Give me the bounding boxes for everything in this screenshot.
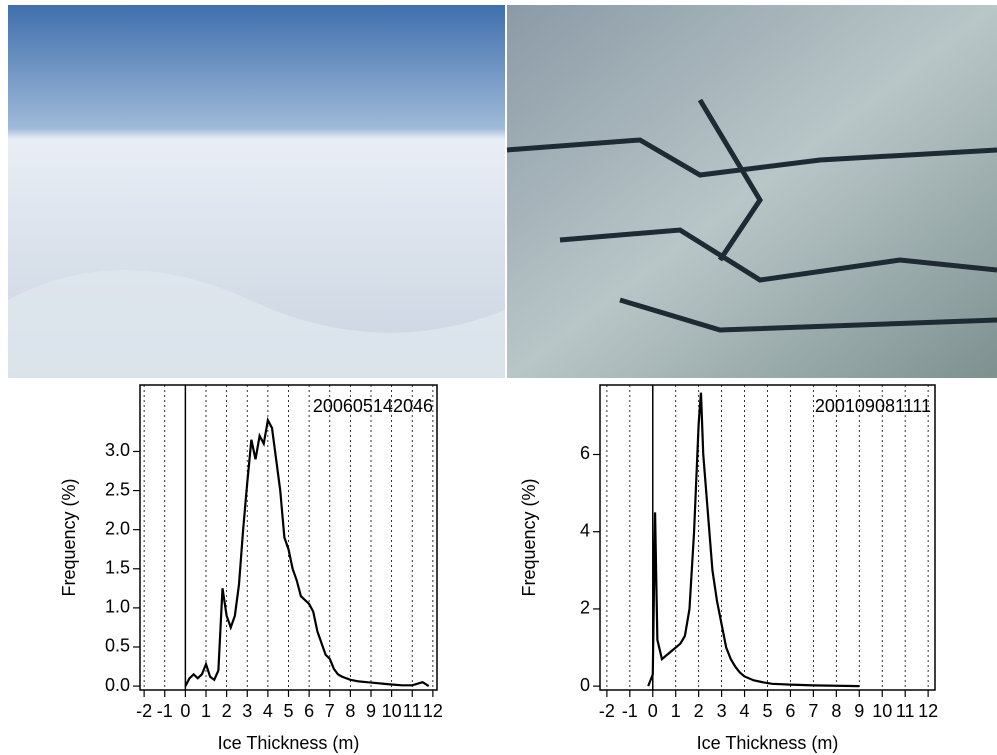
x-tick-label: 1: [201, 701, 211, 721]
x-tick-label: -1: [157, 701, 173, 721]
y-tick-label: 4: [580, 520, 590, 540]
x-tick-label: 12: [423, 701, 443, 721]
x-tick-label: 6: [785, 701, 795, 721]
x-axis-label: Ice Thickness (m): [697, 733, 839, 753]
x-axis-label: Ice Thickness (m): [218, 733, 360, 753]
x-tick-label: -2: [136, 701, 152, 721]
y-tick-label: 2: [580, 598, 590, 618]
y-axis-label: Frequency (%): [519, 478, 539, 596]
frequency-line: [647, 392, 860, 688]
x-tick-label: 2: [694, 701, 704, 721]
x-tick-label: -1: [622, 701, 638, 721]
x-tick-label: 8: [345, 701, 355, 721]
x-tick-label: 0: [180, 701, 190, 721]
x-tick-label: 3: [717, 701, 727, 721]
x-tick-label: 5: [283, 701, 293, 721]
y-tick-label: 2.5: [105, 479, 130, 499]
y-tick-label: 0.5: [105, 636, 130, 656]
frequency-line: [184, 416, 430, 688]
x-tick-label: 1: [671, 701, 681, 721]
x-tick-label: -2: [599, 701, 615, 721]
y-tick-label: 0.0: [105, 675, 130, 695]
x-tick-label: 11: [403, 701, 422, 721]
y-tick-label: 6: [580, 443, 590, 463]
x-tick-label: 6: [304, 701, 314, 721]
y-tick-label: 3.0: [105, 440, 130, 460]
x-tick-label: 0: [648, 701, 658, 721]
x-tick-label: 9: [366, 701, 376, 721]
plot-frame: [599, 384, 936, 691]
x-tick-label: 2: [222, 701, 232, 721]
plot-clip: [647, 392, 860, 688]
x-tick-label: 4: [740, 701, 750, 721]
x-tick-label: 8: [831, 701, 841, 721]
x-tick-label: 4: [263, 701, 273, 721]
x-tick-label: 11: [896, 701, 915, 721]
x-tick-label: 3: [242, 701, 252, 721]
x-tick-label: 10: [382, 701, 402, 721]
photo-snow: [8, 270, 505, 378]
y-axis-label: Frequency (%): [59, 478, 79, 596]
y-tick-label: 1.0: [105, 597, 130, 617]
x-tick-label: 5: [762, 701, 772, 721]
annotation: 200109081111: [815, 396, 931, 416]
y-tick-label: 2.0: [105, 518, 130, 538]
x-tick-label: 10: [872, 701, 892, 721]
x-tick-label: 7: [325, 701, 335, 721]
plot-frame: [139, 384, 438, 691]
annotation: 200605142046: [313, 396, 433, 416]
x-tick-label: 7: [808, 701, 818, 721]
x-tick-label: 12: [918, 701, 938, 721]
y-tick-label: 0: [580, 675, 590, 695]
photo-cracks: [506, 98, 997, 333]
y-tick-label: 1.5: [105, 558, 130, 578]
plot-clip: [184, 416, 430, 688]
x-tick-label: 9: [854, 701, 864, 721]
